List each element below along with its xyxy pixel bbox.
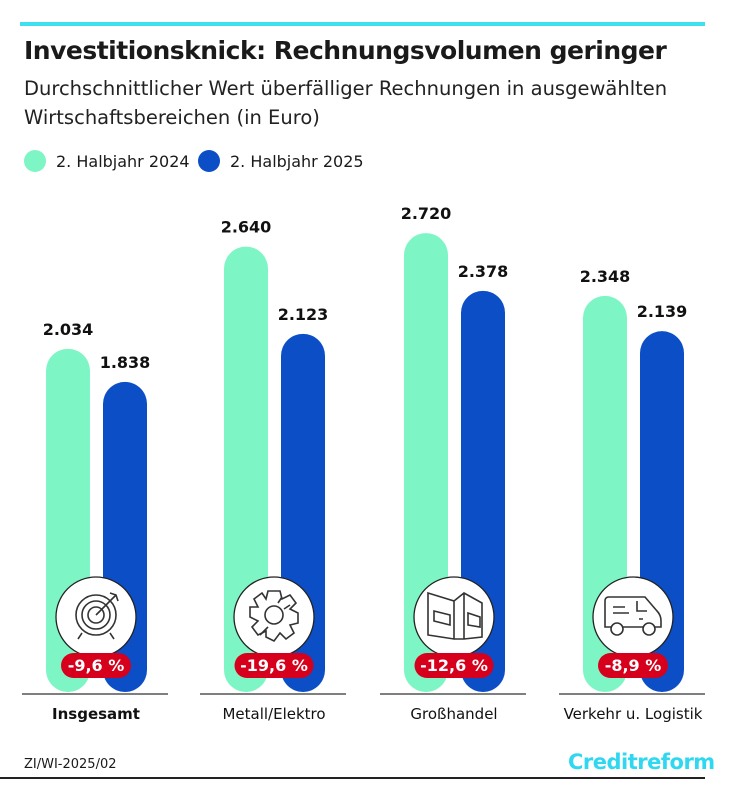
chart-subtitle: Durchschnittlicher Wert überfälliger Rec…	[24, 77, 668, 129]
value-label: 2.123	[278, 305, 329, 324]
value-label: 2.139	[637, 302, 688, 321]
legend-label: 2. Halbjahr 2024	[56, 151, 190, 171]
legend-item-2025: 2. Halbjahr 2025	[198, 150, 364, 172]
bottom-rule	[0, 777, 705, 779]
change-badge	[234, 653, 314, 678]
legend-swatch	[198, 150, 220, 172]
warehouse-icon	[427, 591, 483, 640]
value-label: 1.838	[100, 353, 151, 372]
category-label: Insgesamt	[52, 705, 140, 723]
bar	[404, 233, 448, 693]
legend-swatch	[24, 150, 46, 172]
creditreform-logo: Creditreform	[568, 750, 715, 774]
value-label: 2.348	[580, 267, 631, 286]
category-label: Großhandel	[410, 705, 497, 723]
change-badge	[414, 653, 494, 678]
icon-circle	[55, 576, 137, 658]
van-icon	[604, 596, 662, 636]
legend-label: 2. Halbjahr 2025	[230, 151, 364, 171]
change-label: -12,6 %	[420, 656, 488, 675]
change-label: -19,6 %	[240, 656, 308, 675]
category-label: Metall/Elektro	[222, 705, 325, 723]
icon-circle	[233, 576, 315, 658]
value-label: 2.378	[458, 262, 509, 281]
category-label: Verkehr u. Logistik	[564, 705, 703, 723]
legend-item-2024: 2. Halbjahr 2024	[24, 150, 190, 172]
gear-plug-icon	[249, 590, 299, 643]
change-label: -8,9 %	[605, 656, 662, 675]
source-code: ZI/WI-2025/02	[24, 757, 117, 772]
value-label: 2.640	[221, 218, 272, 237]
accent-line	[20, 22, 705, 26]
change-badge	[598, 653, 668, 678]
target-icon	[75, 592, 119, 640]
change-label: -9,6 %	[68, 656, 125, 675]
chart-title: Investitionsknick: Rechnungsvolumen geri…	[24, 36, 667, 65]
value-label: 2.034	[43, 320, 94, 339]
change-badge	[61, 653, 131, 678]
value-label: 2.720	[401, 204, 452, 223]
